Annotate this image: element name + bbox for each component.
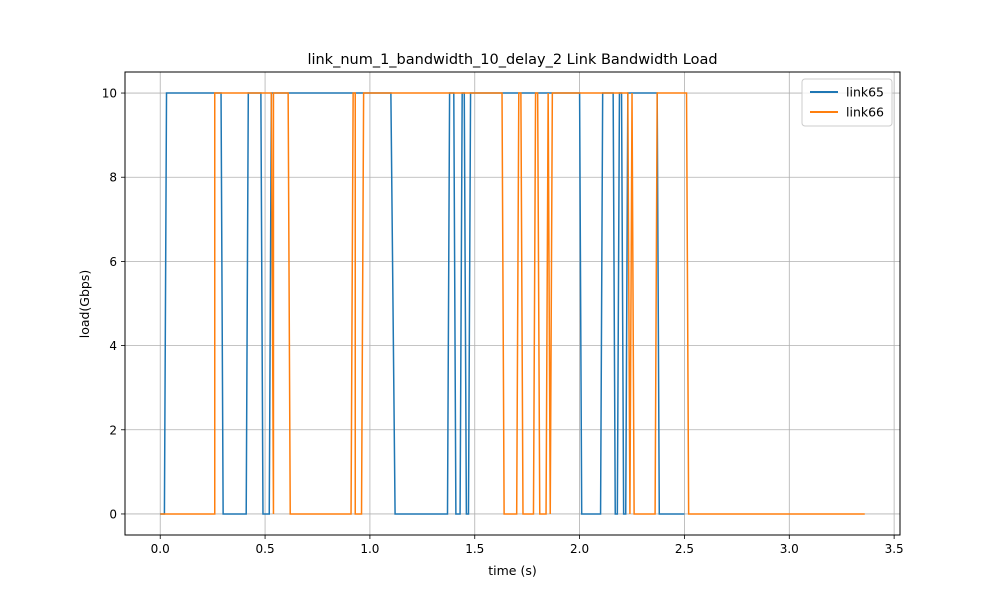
y-tick-label: 0	[109, 507, 117, 521]
x-axis-ticks: 0.0 0.5 1.0 1.5 2.0 2.5 3.0 3.5	[151, 535, 904, 556]
plot-frame	[124, 71, 901, 536]
x-tick-label: 1.0	[360, 542, 379, 556]
series-lines	[160, 92, 865, 515]
series-line-link66	[160, 92, 865, 515]
x-tick-label: 1.5	[465, 542, 484, 556]
y-tick-label: 2	[109, 423, 117, 437]
legend-label-link66: link66	[846, 105, 884, 120]
x-tick-label: 3.0	[780, 542, 799, 556]
chart-title: link_num_1_bandwidth_10_delay_2 Link Ban…	[307, 52, 717, 68]
x-tick-label: 0.0	[151, 542, 170, 556]
y-tick-label: 6	[109, 255, 117, 269]
x-tick-label: 3.5	[885, 542, 904, 556]
x-tick-label: 2.5	[675, 542, 694, 556]
legend-label-link65: link65	[846, 85, 884, 100]
y-axis-ticks: 0 2 4 6 8 10	[102, 87, 125, 521]
x-axis-label: time (s)	[488, 563, 536, 578]
y-tick-label: 4	[109, 339, 117, 353]
y-axis-label: load(Gbps)	[77, 270, 92, 339]
x-tick-label: 0.5	[256, 542, 275, 556]
y-tick-label: 8	[109, 171, 117, 185]
legend-box	[801, 78, 893, 127]
legend: link65 link66	[801, 78, 893, 127]
x-tick-label: 2.0	[570, 542, 589, 556]
y-tick-label: 10	[102, 87, 117, 101]
